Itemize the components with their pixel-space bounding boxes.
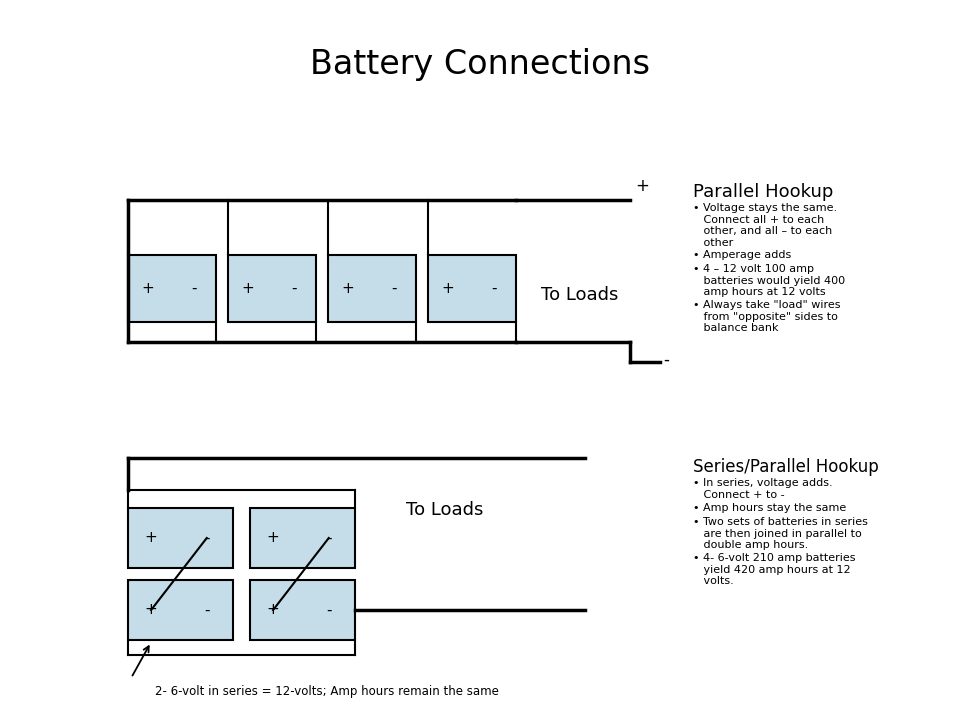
Text: • 4- 6-volt 210 amp batteries
   yield 420 amp hours at 12
   volts.: • 4- 6-volt 210 amp batteries yield 420 … — [693, 553, 855, 586]
Text: +: + — [441, 281, 454, 296]
Text: Parallel Hookup: Parallel Hookup — [693, 183, 833, 201]
Text: +: + — [145, 531, 157, 546]
Text: -: - — [492, 281, 496, 296]
Text: -: - — [663, 351, 669, 369]
Text: • 4 – 12 volt 100 amp
   batteries would yield 400
   amp hours at 12 volts: • 4 – 12 volt 100 amp batteries would yi… — [693, 264, 845, 297]
Text: • In series, voltage adds.
   Connect + to -: • In series, voltage adds. Connect + to … — [693, 478, 832, 500]
Bar — [128, 255, 216, 322]
Text: -: - — [326, 531, 331, 546]
Text: +: + — [141, 281, 154, 296]
Text: • Always take "load" wires
   from "opposite" sides to
   balance bank: • Always take "load" wires from "opposit… — [693, 300, 841, 333]
Text: • Amperage adds: • Amperage adds — [693, 250, 791, 260]
Text: Series/Parallel Hookup: Series/Parallel Hookup — [693, 458, 878, 476]
Bar — [428, 255, 516, 322]
Bar — [128, 508, 233, 568]
Text: 2- 6-volt in series = 12-volts; Amp hours remain the same: 2- 6-volt in series = 12-volts; Amp hour… — [155, 685, 499, 698]
Text: • Amp hours stay the same: • Amp hours stay the same — [693, 503, 847, 513]
Text: • Two sets of batteries in series
   are then joined in parallel to
   double am: • Two sets of batteries in series are th… — [693, 517, 868, 550]
Text: -: - — [191, 281, 197, 296]
Bar — [250, 508, 355, 568]
Text: -: - — [392, 281, 396, 296]
Text: -: - — [204, 531, 209, 546]
Text: +: + — [635, 177, 649, 195]
Text: +: + — [145, 603, 157, 618]
Text: • Voltage stays the same.
   Connect all + to each
   other, and all – to each
 : • Voltage stays the same. Connect all + … — [693, 203, 837, 248]
Text: -: - — [326, 603, 331, 618]
Bar — [250, 580, 355, 640]
Text: -: - — [204, 603, 209, 618]
Text: Battery Connections: Battery Connections — [310, 48, 650, 81]
Text: +: + — [341, 281, 353, 296]
Text: +: + — [241, 281, 253, 296]
Bar — [128, 580, 233, 640]
Text: +: + — [267, 603, 279, 618]
Text: -: - — [291, 281, 297, 296]
Text: To Loads: To Loads — [406, 501, 484, 519]
Bar — [228, 255, 316, 322]
Text: To Loads: To Loads — [541, 286, 618, 304]
Text: +: + — [267, 531, 279, 546]
Bar — [328, 255, 416, 322]
